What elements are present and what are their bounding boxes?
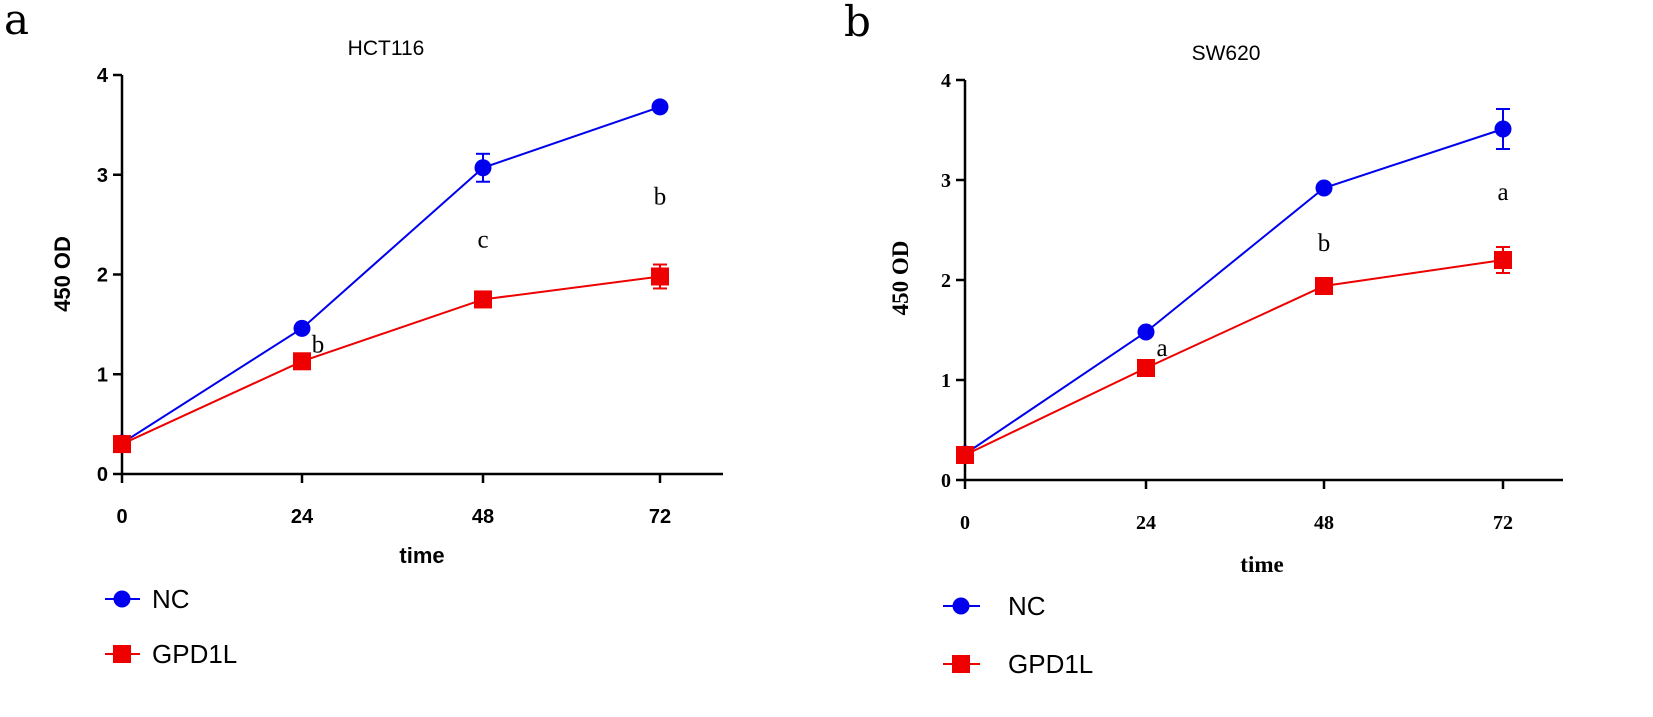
panel-a-legend-gpd1l-marker — [113, 645, 131, 663]
panel-b-x-tick-label: 0 — [960, 512, 970, 534]
panel-a-series-nc-point — [474, 159, 492, 177]
panel-b-significance-label: a — [1156, 335, 1167, 362]
panel-a-legend-gpd1l: GPD1L — [105, 639, 237, 669]
panel-b-x-axis-label: time — [1240, 552, 1283, 577]
panel-b: b SW620 450 OD time 0 1 2 3 4 0 24 48 72 a b a NC G… — [844, 0, 1563, 679]
panel-b-letter: b — [844, 0, 871, 46]
panel-a-significance-label: b — [312, 331, 325, 358]
panel-b-series-nc-point — [1315, 179, 1333, 197]
panel-b-legend-gpd1l-label: GPD1L — [1008, 649, 1093, 679]
panel-a-plot: 0 1 2 3 4 0 24 48 72 b c b — [97, 65, 723, 528]
panel-a-title: HCT116 — [348, 37, 425, 60]
panel-a-series-nc-line — [121, 105, 661, 444]
panel-b-series-nc-point — [1137, 323, 1155, 341]
panel-a-x-tick-label: 24 — [291, 506, 314, 528]
panel-b-plot: 0 1 2 3 4 0 24 48 72 a b a — [941, 70, 1563, 534]
panel-b-y-tick-label: 2 — [941, 270, 951, 292]
panel-a-y-tick-label: 0 — [97, 464, 108, 486]
panel-a-series-gpd1l-point — [293, 352, 311, 371]
panel-b-significance-label: b — [1318, 230, 1331, 257]
panel-b-legend-nc-label: NC — [1008, 591, 1046, 621]
panel-a-legend-gpd1l-label: GPD1L — [152, 639, 237, 669]
panel-a-legend-nc-label: NC — [152, 584, 190, 614]
panel-a-x-tick-label: 48 — [472, 506, 494, 528]
panel-b-y-tick-label: 0 — [941, 470, 951, 492]
panel-b-significance-label: a — [1497, 179, 1508, 206]
panel-a-legend-nc: NC — [105, 584, 190, 614]
panel-a-series-gpd1l-point — [113, 435, 131, 454]
panel-b-title: SW620 — [1192, 42, 1261, 65]
panel-a-x-axis-label: time — [399, 543, 444, 568]
panel-b-x-tick-label: 48 — [1314, 512, 1334, 534]
panel-b-legend-gpd1l: GPD1L — [943, 649, 1093, 679]
panel-b-x-tick-label: 24 — [1136, 512, 1156, 534]
panel-a-letter: a — [4, 0, 29, 44]
panel-b-series-gpd1l-line — [964, 259, 1504, 456]
panel-a-y-tick-label: 3 — [97, 165, 108, 187]
panel-a-series-gpd1l-line — [121, 275, 661, 445]
panel-b-series-gpd1l-point — [1494, 251, 1512, 269]
panel-b-series-nc-line — [964, 128, 1504, 455]
panel-a-series-gpd1l-point — [474, 290, 492, 309]
panel-b-legend-nc-marker — [952, 597, 970, 615]
panel-a-y-tick-label: 1 — [97, 364, 108, 386]
panel-a-significance-label: b — [654, 184, 667, 211]
panel-b-legend-gpd1l-marker — [952, 655, 970, 673]
panel-a-x-tick-label: 0 — [116, 506, 127, 528]
panel-a-significance-label: c — [477, 227, 488, 254]
panel-a-legend: NC GPD1L — [105, 584, 237, 669]
panel-b-series-gpd1l-point — [1315, 277, 1333, 295]
panel-a: a HCT116 450 OD time 0 1 2 3 4 0 24 48 72 b c b NC … — [4, 0, 723, 669]
panel-a-y-tick-label: 2 — [97, 265, 108, 287]
panel-a-series-nc-point — [651, 98, 669, 116]
panel-b-series-nc-point — [1494, 120, 1512, 138]
panel-b-y-tick-label: 1 — [941, 370, 951, 392]
panel-b-series-gpd1l-point — [1137, 359, 1155, 377]
panel-a-x-tick-label: 72 — [649, 506, 671, 528]
panel-a-series-gpd1l-point — [651, 267, 669, 286]
panel-b-x-tick-label: 72 — [1493, 512, 1513, 534]
panel-b-y-tick-label: 4 — [941, 70, 951, 92]
panel-a-y-axis-label: 450 OD — [50, 236, 75, 312]
panel-a-legend-nc-marker — [113, 590, 131, 608]
panel-b-legend-nc: NC — [943, 591, 1046, 621]
panel-b-legend: NC GPD1L — [943, 591, 1093, 679]
panel-b-y-tick-label: 3 — [941, 170, 951, 192]
panel-a-series-nc-point — [293, 319, 311, 337]
panel-b-series-gpd1l-point — [956, 446, 974, 464]
panel-a-y-tick-label: 4 — [97, 65, 109, 87]
panel-b-y-axis-label: 450 OD — [888, 241, 913, 316]
